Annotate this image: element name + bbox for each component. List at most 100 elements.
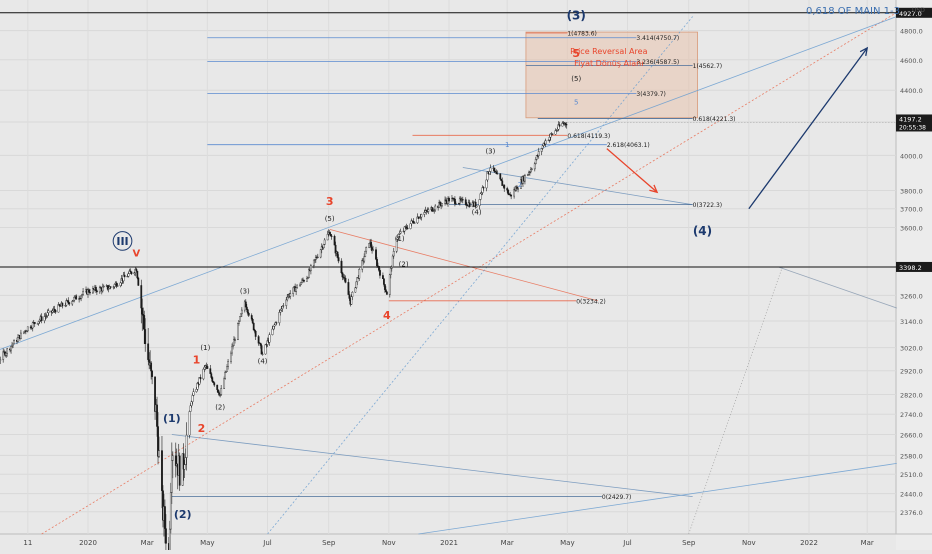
candle-body (151, 370, 154, 377)
candle-body (209, 368, 212, 374)
candle-body (358, 269, 361, 279)
wave-label: 2 (518, 181, 522, 189)
y-tick-label: 2740.0 (900, 411, 923, 419)
candle-body (223, 378, 226, 389)
fib-level-label: 0.618(4221.3) (693, 116, 736, 123)
projection-arrow-head (859, 46, 869, 56)
wave-label: Fiyat Dönüş Alanı (574, 59, 643, 68)
y-tick-label: 2510.0 (900, 471, 923, 479)
y-tick-label: 4000.0 (900, 152, 923, 160)
candle-body (363, 256, 366, 262)
fib-level-label: 1(4783.6) (567, 31, 597, 38)
candle-body (136, 270, 139, 279)
y-tick-label: 3140.0 (900, 318, 923, 326)
wave-label: 5 (572, 47, 580, 60)
y-tick-label: 3600.0 (900, 224, 923, 232)
candle-body (399, 231, 402, 234)
y-tick-label: 3260.0 (900, 292, 923, 300)
x-tick-label: May (560, 539, 574, 547)
last-price-value: 4197.2 (899, 115, 922, 123)
x-tick-label: May (200, 539, 214, 547)
trend-line (418, 463, 897, 535)
wave-label: (4) (693, 224, 712, 238)
candle-body (127, 273, 130, 277)
candle-body (250, 315, 253, 320)
candle-body (488, 171, 491, 175)
y-tick-label: 2376.0 (900, 509, 923, 517)
candle-body (441, 203, 443, 206)
wave-label: Price Reversal Area (570, 47, 647, 56)
candle-body (233, 339, 235, 346)
candle-body (261, 353, 264, 355)
candle-body (12, 343, 14, 346)
candle-body (232, 345, 234, 348)
candle-body (434, 205, 437, 211)
wave-label: 1 (193, 354, 201, 367)
candle-body (240, 309, 243, 315)
candle-body (474, 201, 477, 208)
candle-body (183, 464, 186, 470)
candle-body (475, 205, 478, 208)
candle-body (192, 391, 195, 396)
fib-level-label: 1(4562.7) (693, 63, 723, 70)
candle-body (178, 455, 181, 486)
candle-body (216, 384, 219, 390)
candle-body (279, 309, 282, 313)
candle-body (137, 277, 140, 286)
price-axis-unit: USD (912, 7, 925, 14)
x-tick-label: 2022 (800, 539, 818, 547)
candle-body (20, 332, 22, 339)
candle-body (375, 249, 377, 260)
y-tick-label: 2440.0 (900, 491, 923, 499)
candle-body (116, 285, 119, 287)
trend-line (329, 228, 599, 302)
candle-body (254, 330, 257, 337)
candle-body (26, 326, 29, 332)
candle-body (264, 344, 267, 355)
candle-body (551, 133, 554, 135)
candle-body (461, 199, 464, 201)
candle-body (51, 310, 54, 313)
candle-body (370, 241, 372, 248)
candle-body (527, 173, 529, 176)
candle-body (199, 377, 202, 380)
candle-body (341, 272, 344, 278)
fib-level-label: 0(3722.3) (693, 202, 723, 209)
candle-body (527, 172, 530, 175)
trend-line (688, 266, 783, 535)
candle-body (252, 322, 255, 331)
x-tick-label: 11 (23, 539, 32, 547)
candle-body (129, 270, 132, 273)
candle-body (80, 295, 82, 299)
candle-body (260, 345, 263, 355)
candle-body (227, 361, 229, 367)
candle-body (40, 316, 43, 321)
candle-body (211, 377, 214, 382)
price-reversal-zone (525, 31, 698, 119)
candle-body (348, 294, 351, 299)
candle-body (68, 302, 71, 305)
candle-body (150, 362, 153, 372)
candle-body (101, 286, 104, 292)
candle-body (165, 528, 167, 544)
fib-level-label: 0(2429.7) (602, 494, 632, 501)
candle-body (503, 184, 506, 189)
candle-body (10, 346, 12, 351)
fib-level-label: 3(4379.7) (636, 91, 666, 98)
candle-body (326, 234, 329, 241)
wave-label: (1) (395, 235, 405, 243)
horizontal-level-value: 3398.2 (899, 264, 922, 272)
candle-body (144, 329, 147, 345)
candle-body (73, 297, 76, 301)
candle-body (275, 322, 278, 324)
fib-level-label: 0.618(4119.3) (567, 133, 610, 140)
candle-body (292, 287, 295, 294)
fib-level-label: 3.414(4750.7) (636, 35, 679, 42)
candle-body (554, 130, 557, 135)
candle-body (482, 187, 485, 189)
candle-body (319, 249, 322, 258)
candle-body (524, 175, 526, 182)
candle-body (213, 382, 216, 386)
candle-body (312, 259, 315, 266)
